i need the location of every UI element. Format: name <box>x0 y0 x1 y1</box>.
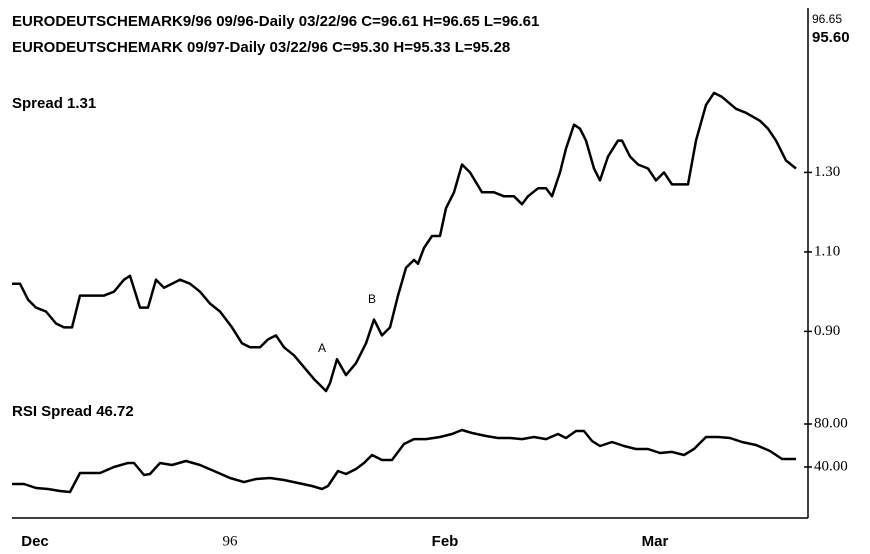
y-tick-label: 40.00 <box>814 458 848 474</box>
panel-title: Spread 1.31 <box>12 95 96 112</box>
y-tick-label: 1.10 <box>814 243 840 259</box>
y-tick-label: 0.90 <box>814 323 840 339</box>
x-tick-label: Feb <box>432 533 459 550</box>
x-tick-label: Dec <box>21 533 49 550</box>
annotation: A <box>318 341 326 355</box>
data-line <box>12 428 796 494</box>
annotation: B <box>368 292 376 306</box>
x-tick-label: Mar <box>642 533 669 550</box>
right-label: 96.65 <box>812 12 842 26</box>
header-line: EURODEUTSCHEMARK9/96 09/96-Daily 03/22/9… <box>12 13 539 30</box>
data-line <box>12 91 797 393</box>
y-tick-label: 1.30 <box>814 164 840 180</box>
y-tick-label: 80.00 <box>814 415 848 431</box>
right-label: 95.60 <box>812 29 850 46</box>
header-line: EURODEUTSCHEMARK 09/97-Daily 03/22/96 C=… <box>12 39 510 56</box>
x-tick-label: 96 <box>223 533 239 549</box>
panel-title: RSI Spread 46.72 <box>12 403 134 420</box>
